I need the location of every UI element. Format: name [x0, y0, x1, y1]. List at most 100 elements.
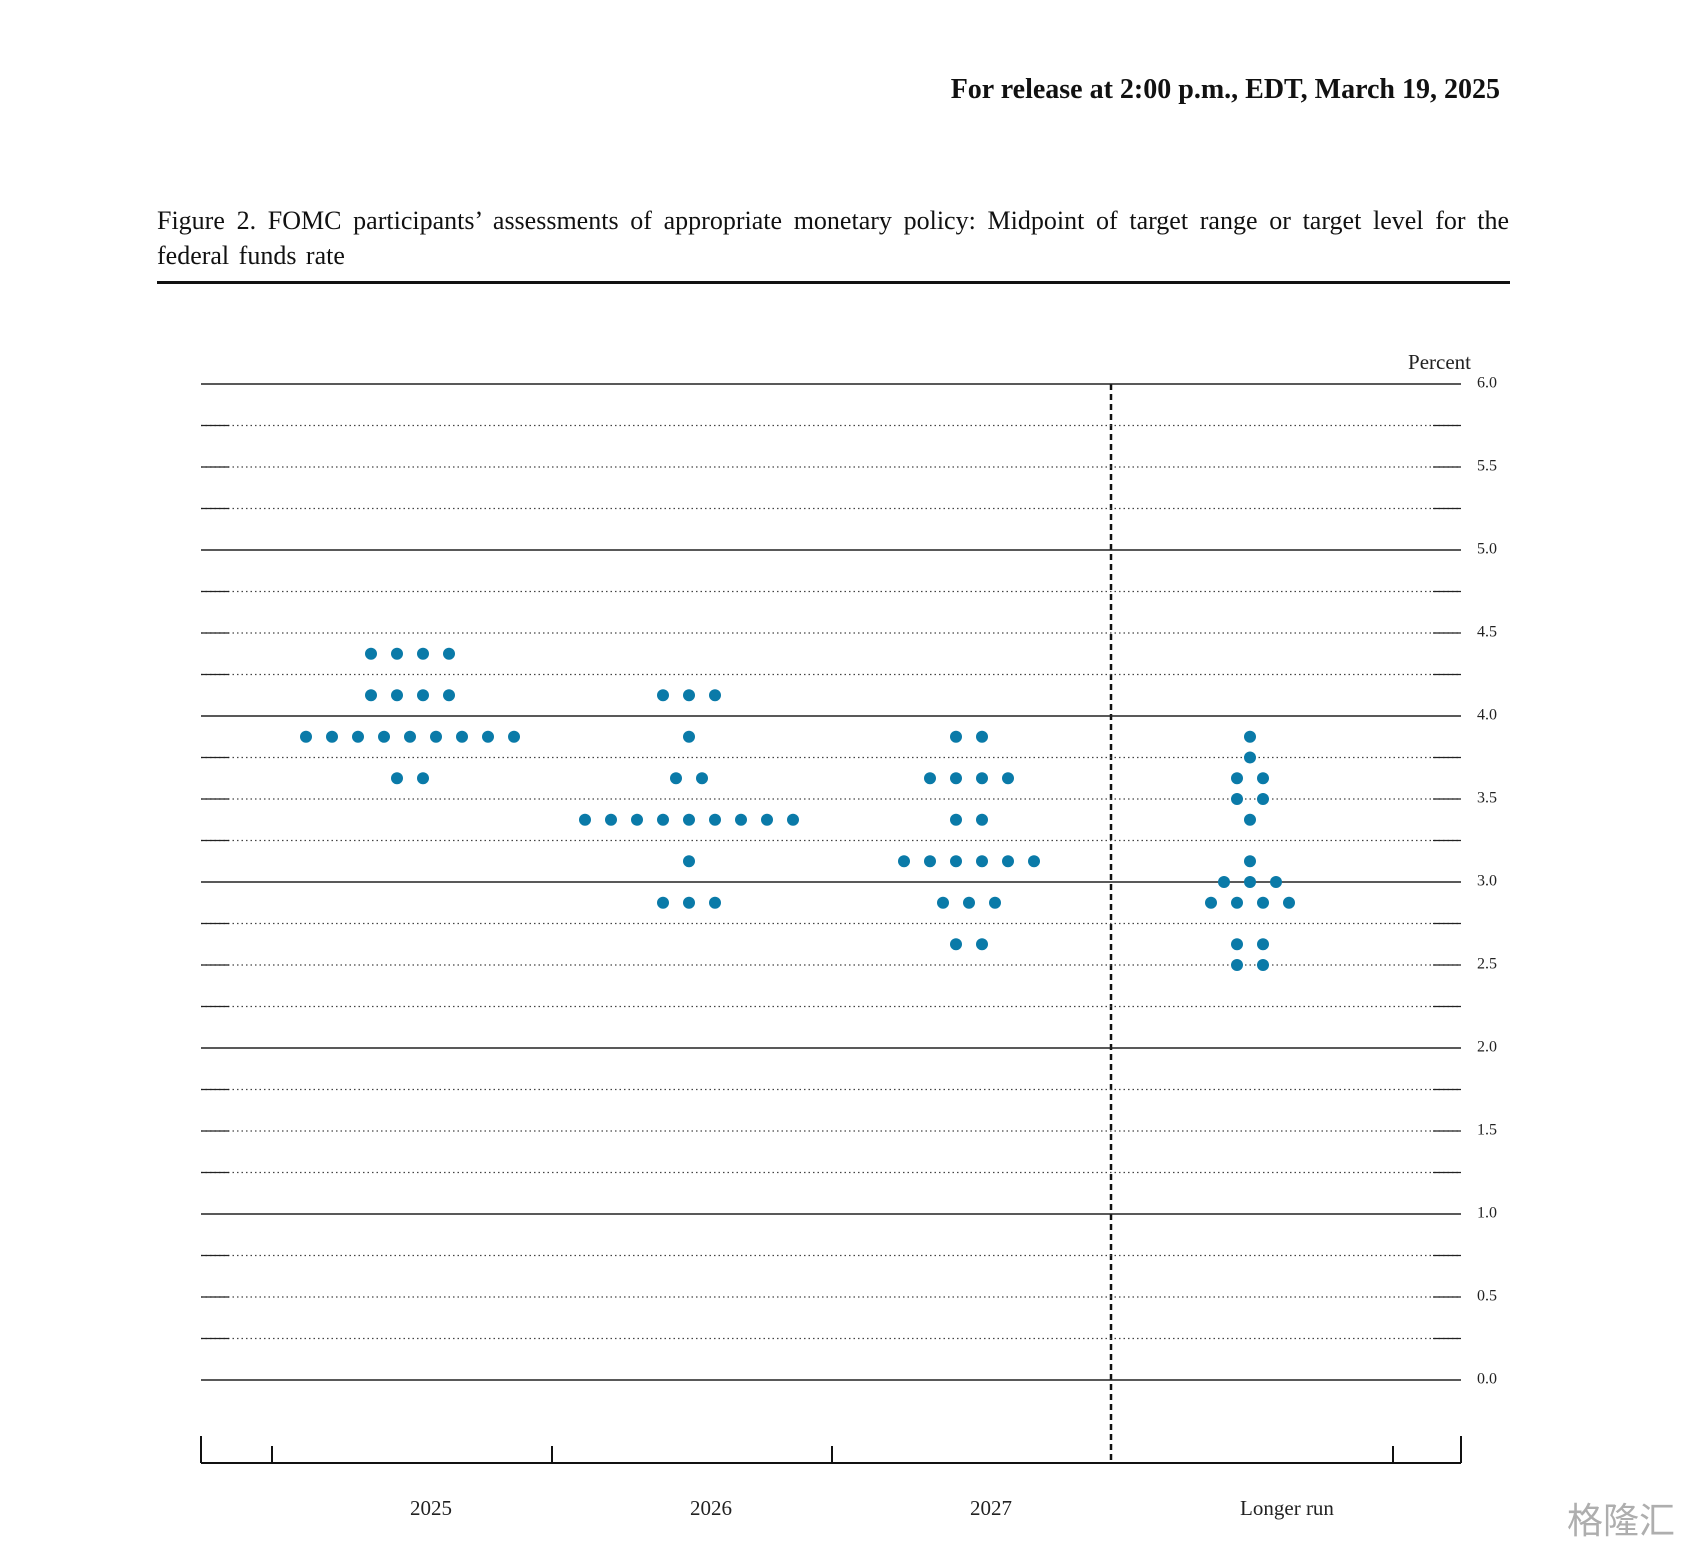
dot [963, 896, 975, 909]
y-tick-label: 5.5 [1477, 458, 1497, 475]
dot [482, 730, 494, 743]
dot [950, 813, 962, 826]
dot [1231, 772, 1243, 785]
dot [365, 647, 377, 660]
dot [735, 813, 747, 826]
dot [456, 730, 468, 743]
y-tick-label: 4.0 [1477, 707, 1497, 724]
y-tick-label: 6.0 [1477, 375, 1497, 392]
dot [365, 689, 377, 702]
figure-title: Figure 2. FOMC participants’ assessments… [157, 206, 1509, 270]
dot [1002, 772, 1014, 785]
y-tick-label: 2.0 [1477, 1039, 1497, 1056]
dot [391, 647, 403, 660]
dot [631, 813, 643, 826]
dot [1257, 959, 1269, 971]
y-tick-label: 2.5 [1477, 956, 1497, 973]
dot [683, 813, 695, 826]
dot [1002, 855, 1014, 868]
dot [950, 772, 962, 785]
dot [670, 772, 682, 785]
x-tick-label: 2025 [410, 1496, 452, 1520]
dot [1244, 813, 1256, 826]
dot [417, 647, 429, 660]
dot [657, 689, 669, 702]
dot [657, 813, 669, 826]
dot [605, 813, 617, 826]
dot [683, 855, 695, 868]
dot [976, 813, 988, 826]
dot [950, 938, 962, 951]
dot [924, 855, 936, 868]
y-tick-label: 1.5 [1477, 1122, 1497, 1139]
dot [950, 855, 962, 868]
dot [352, 730, 364, 743]
dot [976, 730, 988, 743]
dot [950, 730, 962, 743]
dot [787, 813, 799, 826]
y-tick-label: 3.5 [1477, 790, 1497, 807]
dot [1231, 938, 1243, 951]
y-tick-label: 1.0 [1477, 1205, 1497, 1222]
dot [709, 689, 721, 702]
dot [1257, 896, 1269, 909]
dot [761, 813, 773, 826]
dot [417, 689, 429, 702]
dot [709, 896, 721, 909]
dot [1205, 896, 1217, 909]
dot [1218, 876, 1230, 888]
dot [898, 855, 910, 868]
dot [579, 813, 591, 826]
dot [1257, 772, 1269, 785]
dot [683, 689, 695, 702]
dot [924, 772, 936, 785]
y-tick-label: 3.0 [1477, 873, 1497, 890]
dot [391, 689, 403, 702]
dot [696, 772, 708, 785]
release-note: For release at 2:00 p.m., EDT, March 19,… [950, 74, 1500, 105]
dot [1244, 876, 1256, 888]
x-tick-label: 2026 [690, 1496, 732, 1520]
dot [683, 730, 695, 743]
dot [1257, 793, 1269, 805]
dot [989, 896, 1001, 909]
dot [1028, 855, 1040, 868]
title-rule [157, 281, 1510, 284]
dot [1270, 876, 1282, 888]
y-tick-label: 0.0 [1477, 1371, 1497, 1388]
dot [443, 647, 455, 660]
dot [976, 855, 988, 868]
watermark: 格隆汇 [1566, 1501, 1675, 1542]
dot [443, 689, 455, 702]
y-tick-label: 4.5 [1477, 624, 1497, 641]
dot [683, 896, 695, 909]
dot [378, 730, 390, 743]
dot [1231, 793, 1243, 805]
dot [1244, 751, 1256, 764]
dot [508, 730, 520, 743]
y-tick-label: 5.0 [1477, 541, 1497, 558]
dot [326, 730, 338, 743]
dot [1231, 896, 1243, 909]
dot [937, 896, 949, 909]
dot [417, 772, 429, 785]
dot [1244, 855, 1256, 868]
dot [709, 813, 721, 826]
dot [300, 730, 312, 743]
dot [430, 730, 442, 743]
dot [404, 730, 416, 743]
dot [1244, 730, 1256, 743]
dot [976, 938, 988, 951]
dot [1231, 959, 1243, 971]
dot [1283, 896, 1295, 909]
dot [391, 772, 403, 785]
x-tick-label: 2027 [970, 1496, 1012, 1520]
dot [1257, 938, 1269, 951]
dot [657, 896, 669, 909]
x-tick-label: Longer run [1240, 1496, 1334, 1520]
dot [976, 772, 988, 785]
y-tick-label: 0.5 [1477, 1288, 1497, 1305]
y-axis-label: Percent [1408, 350, 1471, 374]
